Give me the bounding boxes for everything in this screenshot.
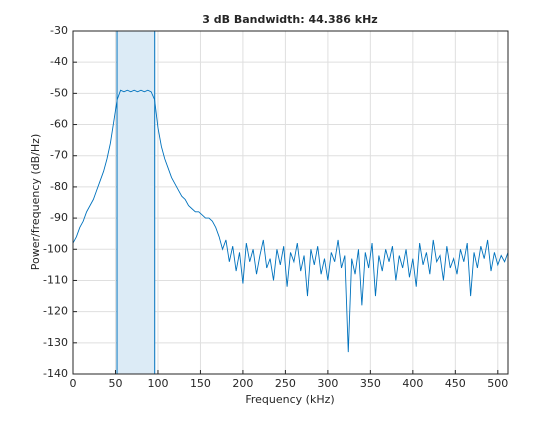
x-tick-label: 450 (445, 377, 466, 390)
y-tick-label: -120 (43, 305, 68, 318)
chart-title: 3 dB Bandwidth: 44.386 kHz (202, 13, 377, 26)
x-tick-label: 0 (70, 377, 77, 390)
plot-frame (72, 30, 509, 375)
bandwidth-region (117, 31, 155, 374)
x-tick-label: 250 (275, 377, 296, 390)
y-tick-label: -140 (43, 367, 68, 380)
y-axis-label: Power/frequency (dB/Hz) (29, 134, 42, 271)
y-tick-label: -80 (50, 180, 68, 193)
x-tick-label: 150 (190, 377, 211, 390)
y-tick-label: -70 (50, 149, 68, 162)
y-tick-label: -40 (50, 55, 68, 68)
y-tick-label: -130 (43, 336, 68, 349)
x-axis-label: Frequency (kHz) (245, 393, 334, 406)
y-tick-label: -110 (43, 273, 68, 286)
psd-line (72, 89, 509, 353)
x-tick-label: 500 (487, 377, 508, 390)
y-tick-label: -30 (50, 24, 68, 37)
y-tick-label: -90 (50, 211, 68, 224)
y-tick-label: -50 (50, 86, 68, 99)
x-tick-label: 100 (147, 377, 168, 390)
y-tick-label: -100 (43, 242, 68, 255)
y-tick-label: -60 (50, 118, 68, 131)
x-tick-label: 300 (317, 377, 338, 390)
x-tick-label: 50 (108, 377, 122, 390)
x-tick-label: 200 (232, 377, 253, 390)
x-tick-label: 400 (402, 377, 423, 390)
x-tick-label: 350 (360, 377, 381, 390)
